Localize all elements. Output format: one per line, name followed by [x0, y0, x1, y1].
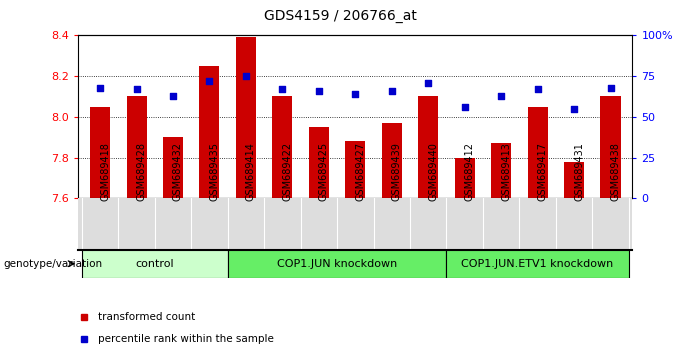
Point [459, 104, 470, 110]
Point [204, 78, 215, 84]
Text: GSM689412: GSM689412 [464, 142, 475, 201]
Point [532, 86, 543, 92]
Point [350, 91, 360, 97]
Text: GSM689427: GSM689427 [355, 142, 365, 201]
Text: COP1.JUN.ETV1 knockdown: COP1.JUN.ETV1 knockdown [462, 259, 614, 269]
Point [277, 86, 288, 92]
Text: percentile rank within the sample: percentile rank within the sample [98, 334, 273, 344]
Bar [564, 161, 584, 198]
Bar [82, 250, 228, 278]
Bar [228, 250, 447, 278]
Bar [418, 97, 438, 198]
Bar [528, 107, 547, 198]
Bar [126, 97, 147, 198]
Point [605, 85, 616, 90]
Point [423, 80, 434, 85]
Text: GSM689438: GSM689438 [611, 142, 621, 201]
Bar [600, 97, 621, 198]
Bar [381, 123, 402, 198]
Text: GSM689439: GSM689439 [392, 142, 402, 201]
Text: GSM689440: GSM689440 [428, 142, 438, 201]
Point [241, 73, 252, 79]
Text: GSM689425: GSM689425 [319, 142, 329, 201]
Text: genotype/variation: genotype/variation [3, 259, 103, 269]
Bar [163, 137, 183, 198]
Point [167, 93, 178, 98]
Point [131, 86, 142, 92]
Bar [345, 141, 365, 198]
Bar [90, 107, 110, 198]
Text: GSM689432: GSM689432 [173, 142, 183, 201]
Point [313, 88, 324, 93]
Point [568, 106, 579, 112]
Point [386, 88, 397, 93]
Bar [455, 158, 475, 198]
Text: GSM689422: GSM689422 [282, 142, 292, 201]
Text: transformed count: transformed count [98, 312, 195, 322]
Text: COP1.JUN knockdown: COP1.JUN knockdown [277, 259, 397, 269]
Text: GSM689435: GSM689435 [209, 142, 220, 201]
Text: GSM689418: GSM689418 [100, 142, 110, 201]
Bar [273, 97, 292, 198]
Bar [447, 250, 629, 278]
Text: GSM689417: GSM689417 [538, 142, 547, 201]
Text: GSM689431: GSM689431 [574, 142, 584, 201]
Bar [199, 66, 220, 198]
Text: GSM689428: GSM689428 [137, 142, 146, 201]
Point [496, 93, 507, 98]
Bar [491, 143, 511, 198]
Text: GSM689413: GSM689413 [501, 142, 511, 201]
Bar [236, 38, 256, 198]
Bar [309, 127, 329, 198]
Text: control: control [135, 259, 174, 269]
Point [95, 85, 105, 90]
Text: GSM689414: GSM689414 [246, 142, 256, 201]
Text: GDS4159 / 206766_at: GDS4159 / 206766_at [264, 9, 416, 23]
